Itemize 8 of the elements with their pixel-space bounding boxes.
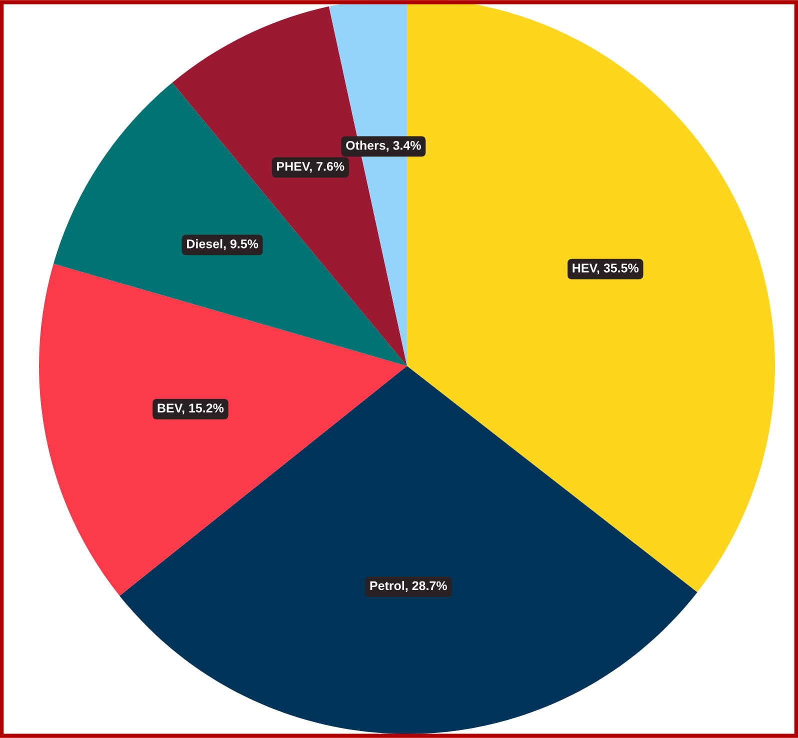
pie-slice — [39, 264, 407, 596]
slice-label: PHEV, 7.6% — [277, 162, 344, 173]
slice-label: Diesel, 9.5% — [187, 239, 258, 250]
slice-label: Others, 3.4% — [346, 140, 421, 152]
slice-label: BEV, 15.2% — [158, 404, 224, 414]
pie-slice — [120, 366, 698, 734]
slice-label: Petrol, 28.7% — [370, 580, 447, 592]
slice-label: HEV, 35.5% — [572, 264, 639, 274]
